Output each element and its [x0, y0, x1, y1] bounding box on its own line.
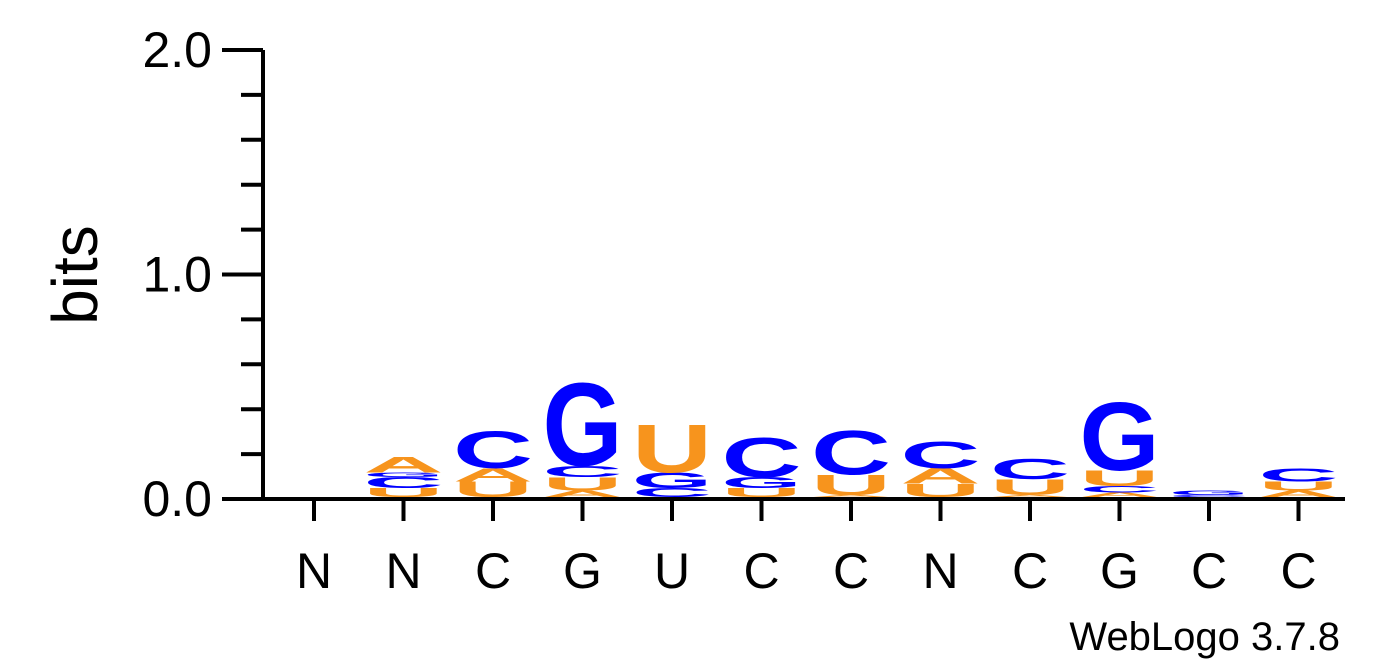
position-label: C — [833, 543, 869, 599]
logo-letter-G: G — [1080, 382, 1160, 492]
position-label: C — [1012, 543, 1048, 599]
logo-letter-A: A — [1080, 491, 1160, 498]
position-label: C — [1191, 543, 1227, 599]
position-label: N — [296, 543, 332, 599]
logo-letter-U: U — [1080, 466, 1160, 491]
logo-letter-C: C — [364, 474, 444, 492]
position-label: C — [1280, 543, 1316, 599]
logo-letter-U: U — [364, 486, 444, 500]
logo-letter-G: G — [1169, 489, 1249, 496]
logo-letter-C: C — [901, 434, 981, 476]
logo-letter-G: G — [632, 468, 712, 493]
logo-letter-C: C — [1080, 484, 1160, 495]
logo-letter-A: A — [1259, 488, 1339, 499]
y-axis-title: bits — [39, 225, 111, 325]
logo-letter-U: U — [543, 473, 623, 494]
logo-letter-A: A — [990, 494, 1070, 498]
logo-letter-G: G — [364, 471, 444, 478]
logo-letter-U: U — [453, 477, 533, 502]
logo-letter-C: C — [811, 418, 891, 488]
logo-letter-G: G — [722, 474, 802, 492]
logo-letter-U: U — [1259, 479, 1339, 493]
logo-letter-C: C — [1259, 464, 1339, 485]
position-label: N — [922, 543, 958, 599]
logo-letter-A: A — [901, 464, 981, 489]
y-tick-label: 2.0 — [142, 22, 212, 78]
position-label: U — [654, 543, 690, 599]
logo-letter-C: C — [1169, 494, 1249, 498]
logo-letter-A: A — [543, 488, 623, 499]
logo-letter-U: U — [901, 480, 981, 501]
logo-letter-C: C — [722, 427, 802, 489]
logo-letter-U: U — [632, 410, 712, 487]
logo-letter-C: C — [632, 486, 712, 500]
logo-letter-C: C — [990, 454, 1070, 485]
logo-letter-C: C — [543, 462, 623, 480]
logo-letter-A: A — [364, 453, 444, 478]
logo-letter-U: U — [722, 486, 802, 500]
logo-letter-U: U — [811, 470, 891, 501]
position-label: C — [475, 543, 511, 599]
logo-letter-A: A — [811, 494, 891, 498]
logo-letter-C: C — [453, 420, 533, 479]
logo-letter-G: G — [543, 359, 623, 492]
position-label: G — [563, 543, 602, 599]
position-label: C — [743, 543, 779, 599]
position-label: N — [385, 543, 421, 599]
y-tick-label: 1.0 — [142, 247, 212, 303]
position-label: G — [1100, 543, 1139, 599]
y-tick-label: 0.0 — [142, 471, 212, 527]
logo-letter-A: A — [453, 464, 533, 485]
weblogo-credit: WebLogo 3.7.8 — [1069, 615, 1340, 659]
logo-letter-U: U — [990, 475, 1070, 500]
y-axis: 0.0 1.0 2.0 — [142, 22, 265, 527]
